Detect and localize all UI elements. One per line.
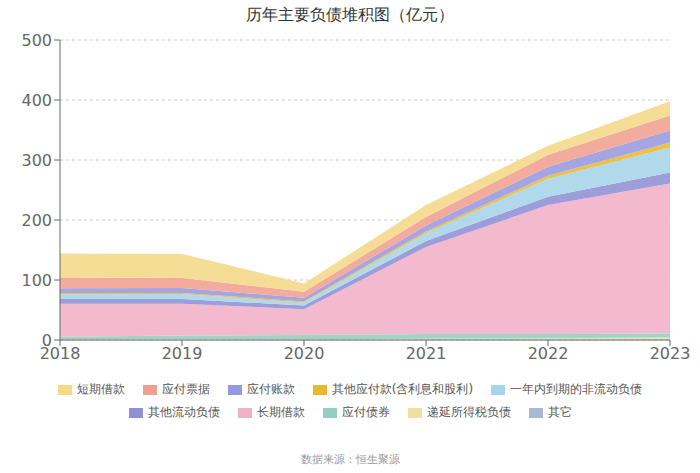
html-text:历年主要负债堆积图（亿元）: 历年主要负债堆积图（亿元） <box>246 5 454 24</box>
html-text:应付票据: 应付票据 <box>161 382 210 396</box>
html-text:数据来源：恒生聚源: 数据来源：恒生聚源 <box>300 453 400 466</box>
html-text:其他应付款(含利息和股利): 其他应付款(含利息和股利) <box>331 382 474 396</box>
html-text:短期借款: 短期借款 <box>76 382 125 396</box>
html-text:长期借款: 长期借款 <box>256 405 305 419</box>
svg-text:400: 400 <box>21 91 52 110</box>
svg-text:2018: 2018 <box>39 344 81 364</box>
html-text:其他流动负债: 其他流动负债 <box>147 405 220 419</box>
html-text:其它: 其它 <box>547 405 572 419</box>
svg-text:2022: 2022 <box>528 344 569 363</box>
svg-text:100: 100 <box>21 271 52 290</box>
svg-text:0: 0 <box>42 331 52 350</box>
html-text:一年内到期的非流动负债: 一年内到期的非流动负债 <box>510 382 643 396</box>
svg-text:2019: 2019 <box>162 344 203 363</box>
svg-text:500: 500 <box>21 31 52 50</box>
svg-text:2020: 2020 <box>284 344 325 363</box>
html-text:递延所得税负债: 递延所得税负债 <box>426 405 511 419</box>
svg-text:300: 300 <box>21 151 52 170</box>
svg-text:200: 200 <box>21 211 52 230</box>
svg-text:2021: 2021 <box>406 344 447 363</box>
svg-text:2023: 2023 <box>650 344 691 363</box>
html-text:应付账款: 应付账款 <box>246 382 295 396</box>
html-text:应付债券: 应付债券 <box>341 405 390 419</box>
